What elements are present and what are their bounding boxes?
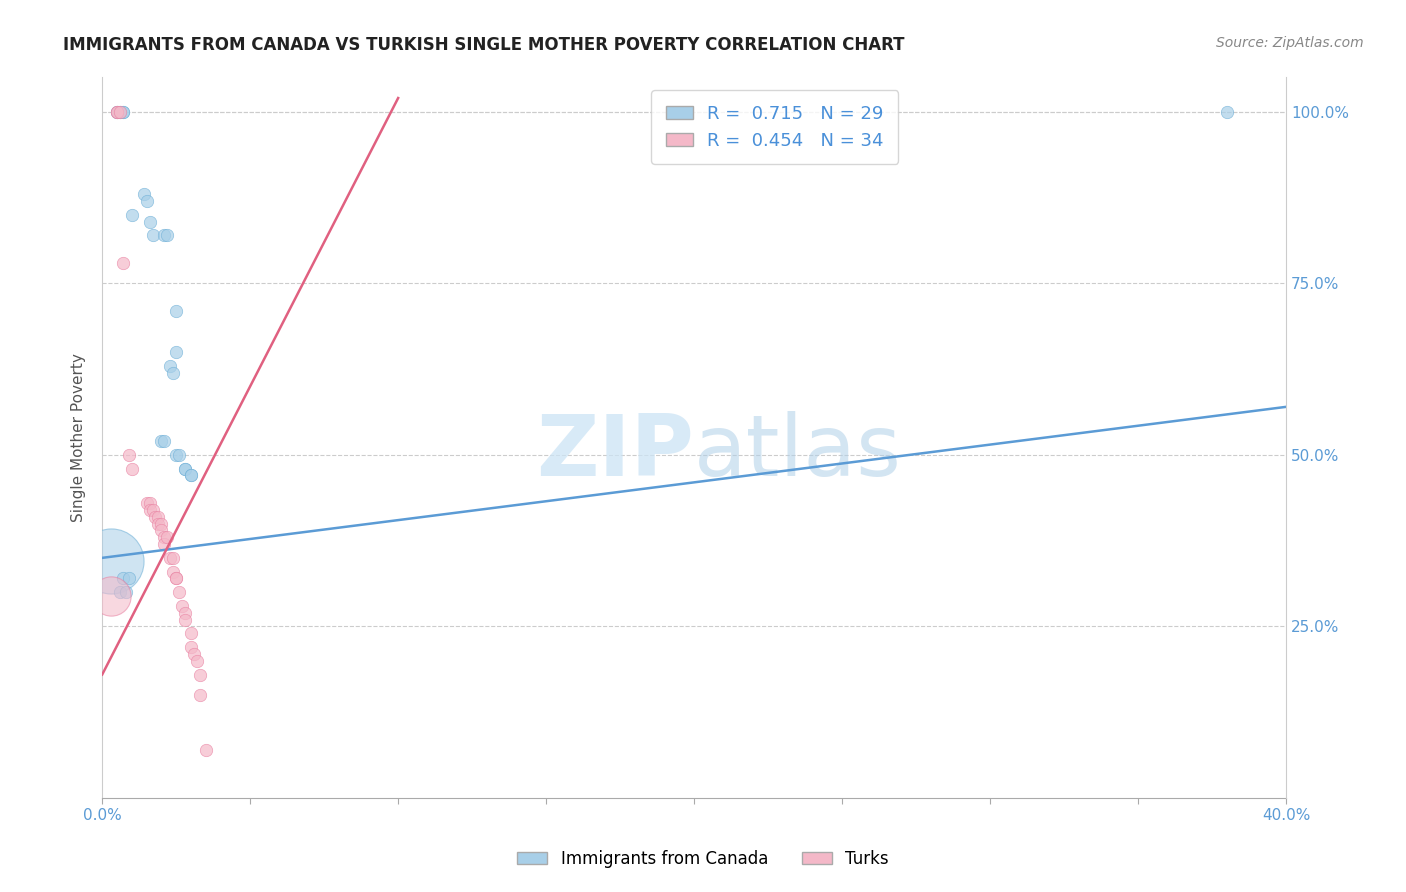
- Point: [165, 571, 187, 585]
- Point: [100, 554, 122, 568]
- Point: [165, 571, 187, 585]
- Point: [174, 461, 197, 475]
- Point: [153, 228, 176, 243]
- Point: [162, 550, 184, 565]
- Point: [167, 585, 190, 599]
- Text: Source: ZipAtlas.com: Source: ZipAtlas.com: [1216, 36, 1364, 50]
- Text: atlas: atlas: [695, 410, 903, 493]
- Point: [159, 550, 181, 565]
- Point: [165, 345, 187, 359]
- Point: [183, 647, 205, 661]
- Point: [180, 640, 202, 654]
- Point: [121, 461, 143, 475]
- Point: [162, 565, 184, 579]
- Point: [162, 366, 184, 380]
- Point: [167, 448, 190, 462]
- Point: [156, 530, 179, 544]
- Point: [174, 606, 197, 620]
- Point: [138, 214, 160, 228]
- Point: [188, 688, 211, 702]
- Point: [150, 516, 173, 531]
- Point: [111, 104, 134, 119]
- Point: [148, 509, 170, 524]
- Point: [100, 589, 122, 603]
- Point: [105, 104, 128, 119]
- Point: [135, 496, 157, 510]
- Point: [111, 104, 134, 119]
- Point: [165, 448, 187, 462]
- Point: [138, 503, 160, 517]
- Point: [174, 461, 197, 475]
- Point: [108, 104, 131, 119]
- Point: [153, 537, 176, 551]
- Point: [165, 303, 187, 318]
- Point: [115, 585, 138, 599]
- Point: [156, 228, 179, 243]
- Point: [105, 104, 128, 119]
- Point: [194, 743, 217, 757]
- Point: [150, 524, 173, 538]
- Point: [108, 585, 131, 599]
- Point: [153, 530, 176, 544]
- Point: [180, 468, 202, 483]
- Point: [145, 509, 167, 524]
- Point: [141, 228, 163, 243]
- Point: [180, 626, 202, 640]
- Point: [159, 359, 181, 373]
- Point: [153, 434, 176, 449]
- Point: [1216, 104, 1239, 119]
- Point: [174, 613, 197, 627]
- Point: [186, 654, 208, 668]
- Point: [141, 503, 163, 517]
- Point: [108, 104, 131, 119]
- Point: [172, 599, 194, 613]
- Text: IMMIGRANTS FROM CANADA VS TURKISH SINGLE MOTHER POVERTY CORRELATION CHART: IMMIGRANTS FROM CANADA VS TURKISH SINGLE…: [63, 36, 905, 54]
- Point: [148, 516, 170, 531]
- Point: [118, 571, 141, 585]
- Point: [150, 434, 173, 449]
- Point: [138, 496, 160, 510]
- Point: [118, 448, 141, 462]
- Point: [135, 194, 157, 208]
- Point: [111, 571, 134, 585]
- Point: [132, 187, 155, 202]
- Point: [108, 104, 131, 119]
- Y-axis label: Single Mother Poverty: Single Mother Poverty: [72, 353, 86, 522]
- Point: [180, 468, 202, 483]
- Point: [188, 667, 211, 681]
- Point: [105, 104, 128, 119]
- Point: [105, 104, 128, 119]
- Point: [111, 256, 134, 270]
- Point: [121, 208, 143, 222]
- Legend: R =  0.715   N = 29, R =  0.454   N = 34: R = 0.715 N = 29, R = 0.454 N = 34: [651, 90, 898, 164]
- Text: ZIP: ZIP: [536, 410, 695, 493]
- Legend: Immigrants from Canada, Turks: Immigrants from Canada, Turks: [510, 844, 896, 875]
